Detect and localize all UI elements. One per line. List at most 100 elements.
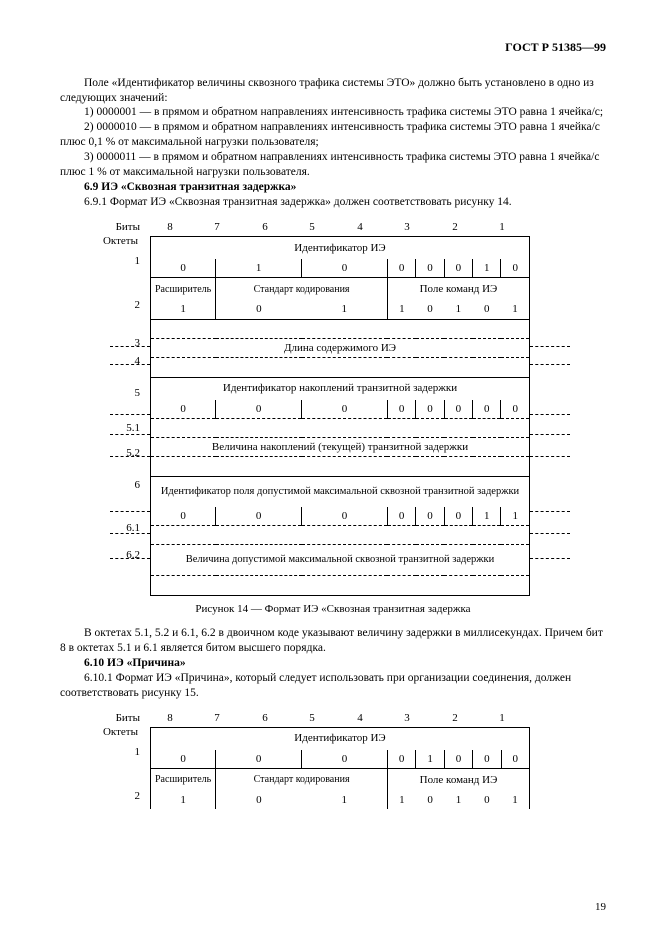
bit-5: 5 [292, 220, 332, 234]
bits-label-15: Биты [55, 711, 140, 725]
r62-blank [151, 576, 530, 595]
f15r2b1: 1 [501, 791, 529, 809]
f15r1b4: 1 [416, 750, 444, 769]
para-intro: Поле «Идентификатор величины сквозного т… [60, 76, 606, 106]
bits-label: Биты [55, 220, 140, 234]
r2c2: Стандарт кодирования [216, 278, 388, 301]
f15r2b2: 0 [473, 791, 501, 809]
bit-3: 3 [387, 220, 427, 234]
r2b5: 1 [387, 300, 415, 319]
f15-bit-7: 7 [197, 711, 237, 725]
r2b2: 0 [473, 300, 501, 319]
r3-blank [151, 319, 530, 338]
r5b5: 0 [387, 400, 415, 419]
octets-label: Октеты [58, 234, 138, 248]
r1b8: 0 [151, 259, 216, 278]
fig15: Октеты 1 2 Идентификатор ИЭ 0 0 0 0 1 0 … [150, 727, 530, 810]
bit-1: 1 [482, 220, 522, 234]
octets-label-15: Октеты [58, 725, 138, 739]
f15r1b3: 0 [444, 750, 472, 769]
oct-62: 6.2 [90, 548, 140, 562]
section-6-9: 6.9 ИЭ «Сквозная транзитная задержка» [60, 180, 606, 195]
r6b7: 0 [216, 507, 302, 526]
f15r2b4: 0 [416, 791, 444, 809]
oct-52: 5.2 [90, 446, 140, 460]
r51-label: Величина накоплений (текущей) транзитной… [151, 438, 530, 457]
r1b6: 0 [302, 259, 388, 278]
r2b4: 0 [416, 300, 444, 319]
r2b1: 1 [501, 300, 530, 319]
fig15-bit-header: Биты 8 7 6 5 4 3 2 1 [150, 711, 606, 727]
r51-blank [151, 418, 530, 437]
para-item3: 3) 0000011 — в прямом и обратном направл… [60, 150, 606, 180]
bit-2: 2 [435, 220, 475, 234]
f15r1b7: 0 [216, 750, 302, 769]
oct-6: 6 [90, 478, 140, 492]
section-6-9-title: 6.9 ИЭ «Сквозная транзитная задержка» [84, 181, 296, 193]
r6b6: 0 [302, 507, 388, 526]
r5b4: 0 [416, 400, 444, 419]
bit-6: 6 [245, 220, 285, 234]
r5b2: 0 [473, 400, 501, 419]
bit-4: 4 [340, 220, 380, 234]
f15r1b6: 0 [302, 750, 388, 769]
bit-8: 8 [150, 220, 190, 234]
f15-bit-6: 6 [245, 711, 285, 725]
f15r2b6: 1 [302, 791, 388, 809]
para-item1: 1) 0000001 — в прямом и обратном направл… [60, 105, 606, 120]
r1b3: 0 [444, 259, 472, 278]
r3-label: Длина содержимого ИЭ [151, 338, 530, 357]
r5b3: 0 [444, 400, 472, 419]
oct-1: 1 [90, 254, 140, 268]
oct-2: 2 [90, 298, 140, 312]
f15-r1-header: Идентификатор ИЭ [151, 727, 530, 750]
r5b7: 0 [216, 400, 302, 419]
page-number: 19 [595, 900, 606, 914]
f15r2c2: Стандарт кодирования [216, 768, 388, 791]
section-6-10-title: 6.10 ИЭ «Причина» [84, 657, 186, 669]
f15r2b3: 1 [444, 791, 472, 809]
r6b4: 0 [416, 507, 444, 526]
f15-bit-2: 2 [435, 711, 475, 725]
f15-bit-8: 8 [150, 711, 190, 725]
r6b5: 0 [387, 507, 415, 526]
fig14-bit-header: Биты 8 7 6 5 4 3 2 1 [150, 220, 606, 236]
f15r2b7: 0 [216, 791, 302, 809]
section-6-10: 6.10 ИЭ «Причина» [60, 656, 606, 671]
f15-oct-2: 2 [90, 789, 140, 803]
r1b1: 0 [501, 259, 530, 278]
r5-header: Идентификатор накоплений транзитной заде… [151, 377, 530, 400]
r61-label: Величина допустимой максимальной сквозно… [151, 545, 530, 576]
f15r2b8: 1 [151, 791, 216, 809]
f15r1b2: 0 [473, 750, 501, 769]
doc-header: ГОСТ Р 51385—99 [60, 40, 606, 56]
r6b3: 0 [444, 507, 472, 526]
r4-blank [151, 358, 530, 377]
r5b1: 0 [501, 400, 530, 419]
r1b2: 1 [473, 259, 501, 278]
r5b6: 0 [302, 400, 388, 419]
para-after-fig14: В октетах 5.1, 5.2 и 6.1, 6.2 в двоичном… [60, 626, 606, 656]
r1b5: 0 [387, 259, 415, 278]
oct-5: 5 [90, 386, 140, 400]
f15r2b5: 1 [387, 791, 415, 809]
f15r1b1: 0 [501, 750, 529, 769]
fig14: Октеты 1 2 3 4 5 5.1 5.2 6 6.1 6.2 Идент… [150, 236, 530, 596]
r1b4: 0 [416, 259, 444, 278]
r2c1: Расширитель [151, 278, 216, 301]
r2c3: Поле команд ИЭ [387, 278, 529, 301]
f15-bit-4: 4 [340, 711, 380, 725]
r52-blank [151, 457, 530, 476]
r2b3: 1 [444, 300, 472, 319]
r61-blank [151, 526, 530, 545]
f15-bit-5: 5 [292, 711, 332, 725]
oct-3: 3 [90, 336, 140, 350]
f15-oct-1: 1 [90, 745, 140, 759]
para-6-9-1: 6.9.1 Формат ИЭ «Сквозная транзитная зад… [60, 195, 606, 210]
f15r1b5: 0 [387, 750, 415, 769]
r6b1: 1 [501, 507, 530, 526]
r2b6: 1 [302, 300, 388, 319]
f15r2c1: Расширитель [151, 768, 216, 791]
fig15-table: Идентификатор ИЭ 0 0 0 0 1 0 0 0 Расшири… [150, 727, 530, 810]
r6b8: 0 [151, 507, 216, 526]
